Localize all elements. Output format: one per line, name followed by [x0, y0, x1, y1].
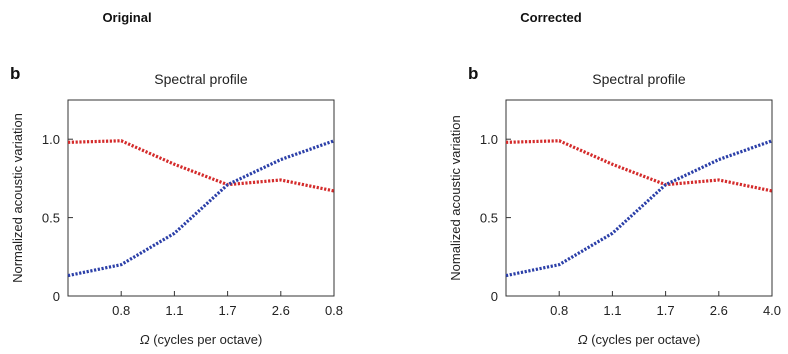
x-tick-label: 1.1	[603, 303, 621, 318]
spectral-profile-chart: Spectral profile 0 0.5 1.0 0.8 1.1 1.7 2.6 4.0 Ω …	[448, 71, 781, 347]
y-tick-label: 0	[53, 289, 60, 304]
plot-frame	[67, 99, 335, 297]
x-tick-label: 1.7	[219, 303, 237, 318]
x-axis-label: Ω (cycles per octave)	[578, 332, 701, 347]
spectral-profile-chart: Spectral profile 0 0.5 1.0 0.8 1.1 1.7 2.6 0.8 Ω …	[10, 71, 343, 347]
x-tick-label: 0.8	[550, 303, 568, 318]
x-axis-symbol: Ω	[578, 332, 588, 347]
x-tick-label: 2.6	[272, 303, 290, 318]
x-axis-label: Ω (cycles per octave)	[140, 332, 263, 347]
panel-heading: Original	[102, 10, 152, 25]
y-axis-label: Nomalized acoustic variation	[448, 115, 463, 280]
series-line-1	[67, 139, 335, 278]
y-tick-label: 0.5	[480, 211, 498, 226]
x-tick-label: 0.8	[325, 303, 343, 318]
chart-title: Spectral profile	[154, 71, 248, 87]
series-line-1	[505, 139, 773, 278]
y-tick-label: 0	[491, 289, 498, 304]
x-tick-label: 1.1	[165, 303, 183, 318]
x-axis-symbol: Ω	[140, 332, 150, 347]
plot-frame	[505, 99, 773, 297]
y-axis-label: Normalized acoustic variation	[10, 113, 25, 283]
panel-letter: b	[468, 64, 479, 83]
x-tick-label: 4.0	[763, 303, 781, 318]
panel-heading: Corrected	[520, 10, 582, 25]
series-line-0	[67, 139, 335, 193]
x-axis-text: (cycles per octave)	[588, 332, 701, 347]
x-axis-text: (cycles per octave)	[150, 332, 263, 347]
y-tick-label: 1.0	[42, 132, 60, 147]
original-panel: Original b Spectral profile 0 0.5 1.0 0.8 1.1…	[10, 10, 343, 347]
panel-letter: b	[10, 64, 21, 83]
series-line-0	[505, 139, 773, 193]
chart-title: Spectral profile	[592, 71, 686, 87]
x-tick-label: 1.7	[657, 303, 675, 318]
x-tick-label: 2.6	[710, 303, 728, 318]
y-tick-label: 1.0	[480, 132, 498, 147]
corrected-panel: Corrected b Spectral profile 0 0.5 1.0 0.8 1.…	[394, 0, 788, 354]
y-tick-label: 0.5	[42, 211, 60, 226]
x-tick-label: 0.8	[112, 303, 130, 318]
